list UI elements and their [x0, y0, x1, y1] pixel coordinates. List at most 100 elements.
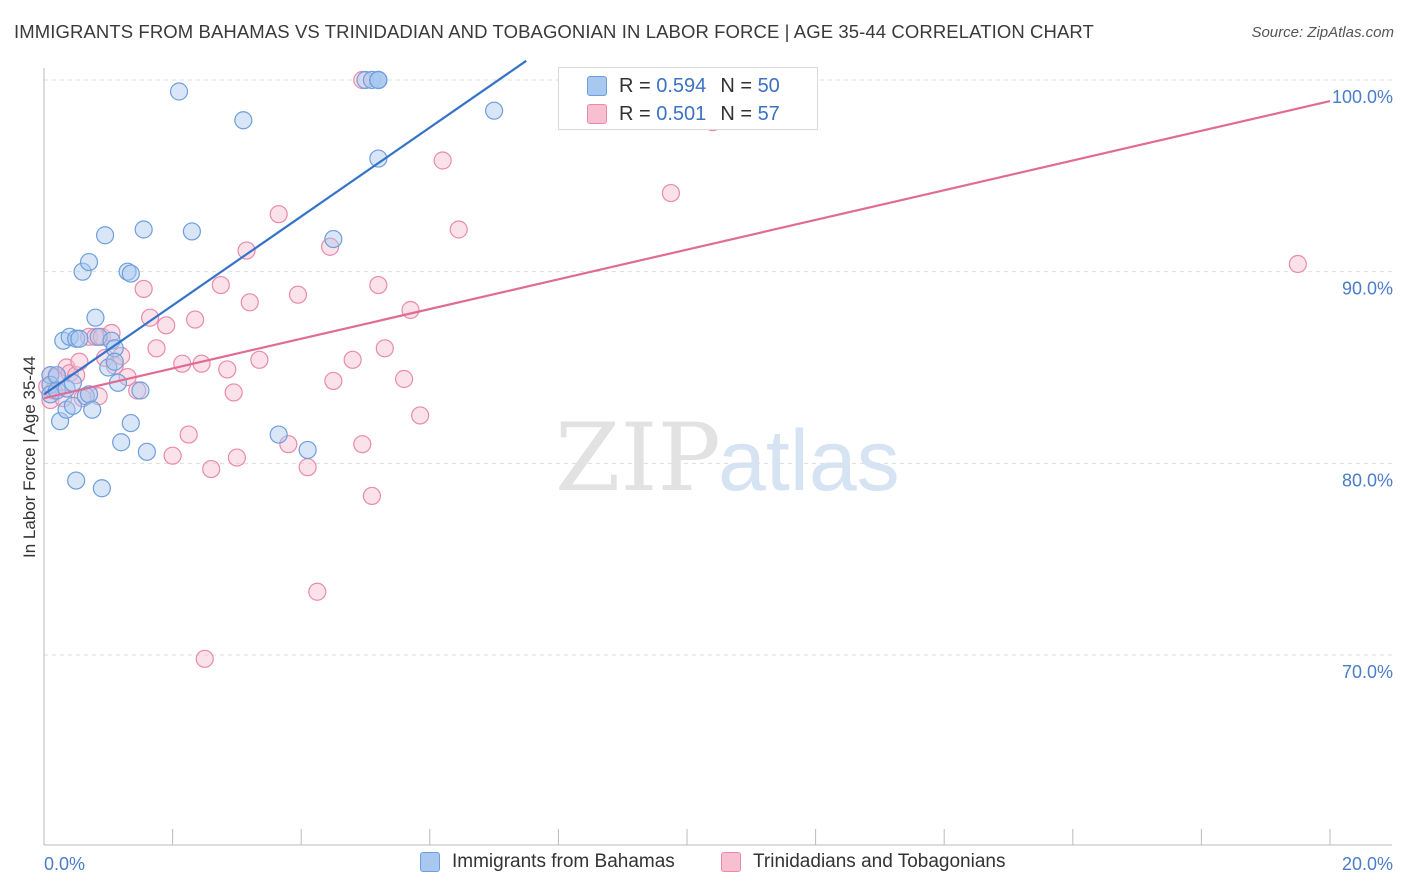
- trinidadian-point: [179, 425, 198, 444]
- bahamas-point: [182, 222, 201, 241]
- trinidadian-point: [240, 293, 259, 312]
- source-label: Source: ZipAtlas.com: [1251, 24, 1394, 41]
- trinidadian-point: [298, 458, 317, 477]
- y-tick-label: 80.0%: [1342, 470, 1393, 490]
- bahamas-point: [485, 101, 504, 120]
- trinidadian-point: [362, 486, 382, 506]
- series-bahamas-points: [41, 70, 504, 498]
- stats-legend: R = 0.594 N = 50 R = 0.501 N = 57: [558, 67, 818, 130]
- trinidadian-point: [237, 241, 256, 260]
- r-label: R =: [619, 74, 651, 97]
- bahamas-point: [105, 339, 124, 358]
- legend-swatch-bahamas: [420, 852, 440, 872]
- r-value-trinidadian: 0.501: [656, 102, 707, 125]
- legend-label-trinidadian: Trinidadians and Tobagonians: [753, 851, 1006, 872]
- bahamas-point: [234, 111, 253, 130]
- trinidadian-point: [449, 220, 468, 239]
- trinidadian-point: [288, 285, 308, 304]
- bahamas-point: [298, 440, 317, 460]
- bahamas-trend-line: [43, 59, 527, 396]
- bahamas-point: [50, 412, 70, 431]
- bahamas-point: [131, 381, 150, 400]
- trinidadian-point: [195, 649, 214, 668]
- trinidadian-point: [70, 352, 89, 371]
- trinidadian-point: [202, 459, 221, 479]
- trinidadian-point: [375, 339, 394, 358]
- bottom-legend: Immigrants from Bahamas Trinidadians and…: [0, 851, 1406, 879]
- bahamas-point: [121, 264, 140, 283]
- bahamas-point: [356, 70, 375, 90]
- trinidadian-point: [353, 435, 372, 454]
- n-value-trinidadian: 57: [757, 102, 780, 125]
- trinidadian-point: [186, 310, 205, 329]
- bahamas-point: [63, 396, 83, 415]
- legend-item-bahamas: Immigrants from Bahamas: [420, 851, 675, 873]
- x-tick-label: 0.0%: [44, 854, 85, 874]
- bahamas-point: [121, 413, 140, 433]
- chart-title: IMMIGRANTS FROM BAHAMAS VS TRINIDADIAN A…: [14, 21, 1094, 42]
- watermark-atlas: atlas: [718, 413, 900, 509]
- bahamas-point: [79, 385, 99, 404]
- trinidadian-point: [269, 205, 288, 224]
- y-tick-label: 90.0%: [1342, 279, 1393, 299]
- y-tick-label: 70.0%: [1342, 662, 1393, 682]
- bahamas-point: [269, 425, 288, 444]
- bahamas-point: [118, 262, 137, 281]
- axes: [43, 68, 1392, 846]
- r-value-bahamas: 0.594: [656, 74, 707, 97]
- bahamas-point: [137, 442, 156, 461]
- x-tick-label: 20.0%: [1342, 854, 1393, 874]
- bahamas-point: [369, 70, 388, 90]
- y-axis-label: In Labor Force | Age 35-44: [20, 356, 39, 558]
- trinidadian-point: [279, 435, 298, 454]
- trinidadian-point: [173, 354, 192, 373]
- n-label: N =: [720, 102, 752, 125]
- bahamas-point: [41, 366, 60, 385]
- bahamas-point: [83, 400, 102, 419]
- trinidadian-point: [308, 582, 327, 601]
- bahamas-swatch: [587, 76, 607, 96]
- bahamas-point: [362, 70, 382, 90]
- watermark-zip: ZIP: [555, 404, 721, 513]
- trinidadian-point: [324, 371, 343, 391]
- trinidadian-point: [147, 339, 166, 358]
- bahamas-point: [95, 226, 115, 245]
- bahamas-point: [134, 220, 153, 239]
- trinidadian-point: [211, 275, 230, 295]
- trinidadian-point: [163, 446, 182, 465]
- trend-lines: [43, 59, 1331, 400]
- trinidadian-point: [411, 406, 430, 425]
- r-label: R =: [619, 102, 651, 125]
- n-value-bahamas: 50: [757, 74, 780, 97]
- bahamas-point: [369, 149, 388, 168]
- bahamas-point: [47, 366, 66, 385]
- trinidadian-point: [157, 316, 176, 335]
- bahamas-point: [324, 229, 343, 249]
- stats-row-trinidadian: R = 0.501 N = 57: [587, 101, 780, 127]
- n-label: N =: [720, 74, 752, 97]
- bahamas-point: [63, 373, 83, 392]
- trinidadian-point: [218, 360, 237, 379]
- trinidadian-point: [369, 275, 388, 295]
- trinidadian-point: [140, 308, 160, 327]
- trinidadian-point: [433, 151, 452, 170]
- grid-lines: [44, 79, 1392, 656]
- trinidadian-point: [1288, 254, 1307, 274]
- legend-item-trinidadian: Trinidadians and Tobagonians: [721, 851, 1005, 873]
- bahamas-point: [105, 352, 124, 371]
- bahamas-point: [79, 252, 99, 272]
- bahamas-point: [67, 471, 86, 490]
- trinidadian-point: [661, 183, 681, 203]
- y-tick-label: 100.0%: [1332, 87, 1393, 107]
- bahamas-point: [169, 82, 189, 101]
- bahamas-point: [86, 308, 105, 327]
- legend-label-bahamas: Immigrants from Bahamas: [452, 851, 675, 872]
- bahamas-point: [70, 329, 89, 348]
- trinidadian-swatch: [587, 104, 607, 124]
- series-trinidadian-points: [38, 70, 1307, 668]
- bahamas-point: [112, 433, 131, 452]
- tick-labels: 70.0% 80.0% 90.0% 100.0% 0.0% 20.0%: [44, 87, 1393, 874]
- trinidadian-point: [134, 279, 153, 299]
- stats-row-bahamas: R = 0.594 N = 50: [587, 73, 780, 99]
